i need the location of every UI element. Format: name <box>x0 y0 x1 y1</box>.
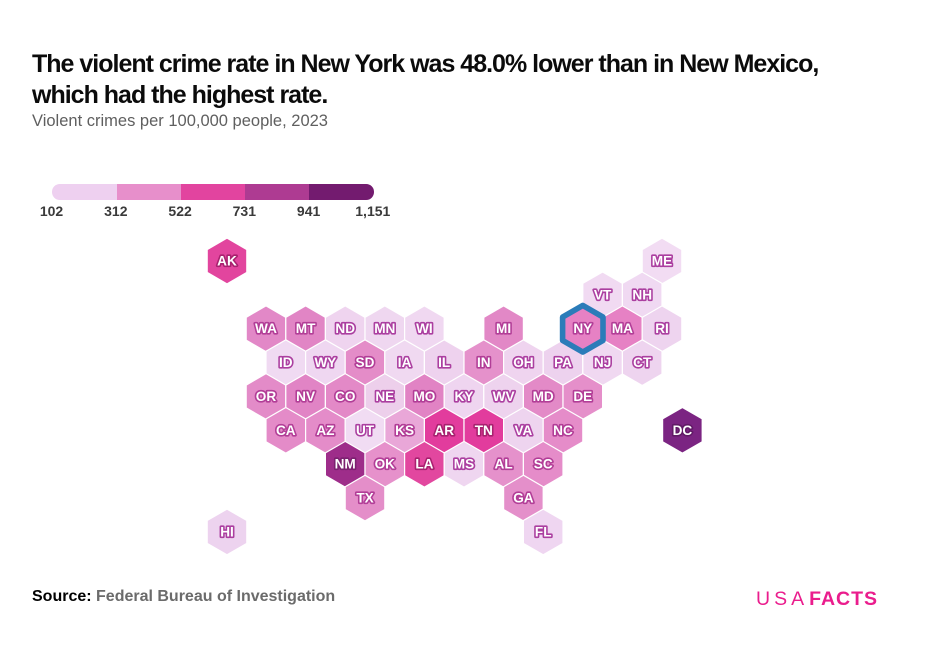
svg-text:DE: DE <box>573 389 592 404</box>
svg-text:IL: IL <box>438 355 450 370</box>
svg-text:AL: AL <box>495 457 513 472</box>
svg-text:AK: AK <box>217 254 237 269</box>
svg-text:OR: OR <box>256 389 277 404</box>
svg-text:VT: VT <box>594 287 612 302</box>
svg-text:WY: WY <box>314 355 336 370</box>
svg-text:NM: NM <box>335 457 356 472</box>
svg-text:NJ: NJ <box>594 355 611 370</box>
svg-text:NE: NE <box>375 389 394 404</box>
svg-text:ID: ID <box>279 355 293 370</box>
svg-text:WI: WI <box>416 321 433 336</box>
svg-text:ME: ME <box>652 254 672 269</box>
svg-text:RI: RI <box>655 321 669 336</box>
svg-text:OH: OH <box>513 355 533 370</box>
svg-text:LA: LA <box>415 457 433 472</box>
svg-text:MT: MT <box>296 321 316 336</box>
svg-text:MS: MS <box>454 457 474 472</box>
svg-text:UT: UT <box>356 423 375 438</box>
svg-text:KY: KY <box>455 389 474 404</box>
svg-text:NY: NY <box>573 321 592 336</box>
svg-text:WA: WA <box>255 321 277 336</box>
svg-text:NH: NH <box>632 287 652 302</box>
svg-text:GA: GA <box>513 491 534 506</box>
svg-text:WV: WV <box>493 389 515 404</box>
svg-text:MI: MI <box>496 321 511 336</box>
svg-text:NC: NC <box>553 423 573 438</box>
svg-text:NV: NV <box>296 389 315 404</box>
svg-text:ND: ND <box>335 321 355 336</box>
svg-text:FL: FL <box>535 525 552 540</box>
svg-text:AZ: AZ <box>316 423 334 438</box>
svg-text:PA: PA <box>554 355 572 370</box>
svg-text:TN: TN <box>475 423 493 438</box>
svg-text:CT: CT <box>633 355 652 370</box>
svg-text:TX: TX <box>356 491 373 506</box>
svg-text:MN: MN <box>374 321 395 336</box>
svg-text:MD: MD <box>533 389 554 404</box>
svg-text:DC: DC <box>673 423 693 438</box>
svg-text:SD: SD <box>356 355 375 370</box>
svg-text:SC: SC <box>534 457 553 472</box>
svg-text:AR: AR <box>434 423 454 438</box>
svg-text:HI: HI <box>220 525 234 540</box>
svg-text:MO: MO <box>413 389 435 404</box>
svg-text:IN: IN <box>477 355 491 370</box>
svg-text:MA: MA <box>612 321 633 336</box>
svg-text:KS: KS <box>395 423 414 438</box>
svg-text:CO: CO <box>335 389 355 404</box>
svg-text:OK: OK <box>375 457 396 472</box>
svg-text:IA: IA <box>398 355 412 370</box>
svg-text:CA: CA <box>276 423 296 438</box>
svg-text:VA: VA <box>514 423 532 438</box>
